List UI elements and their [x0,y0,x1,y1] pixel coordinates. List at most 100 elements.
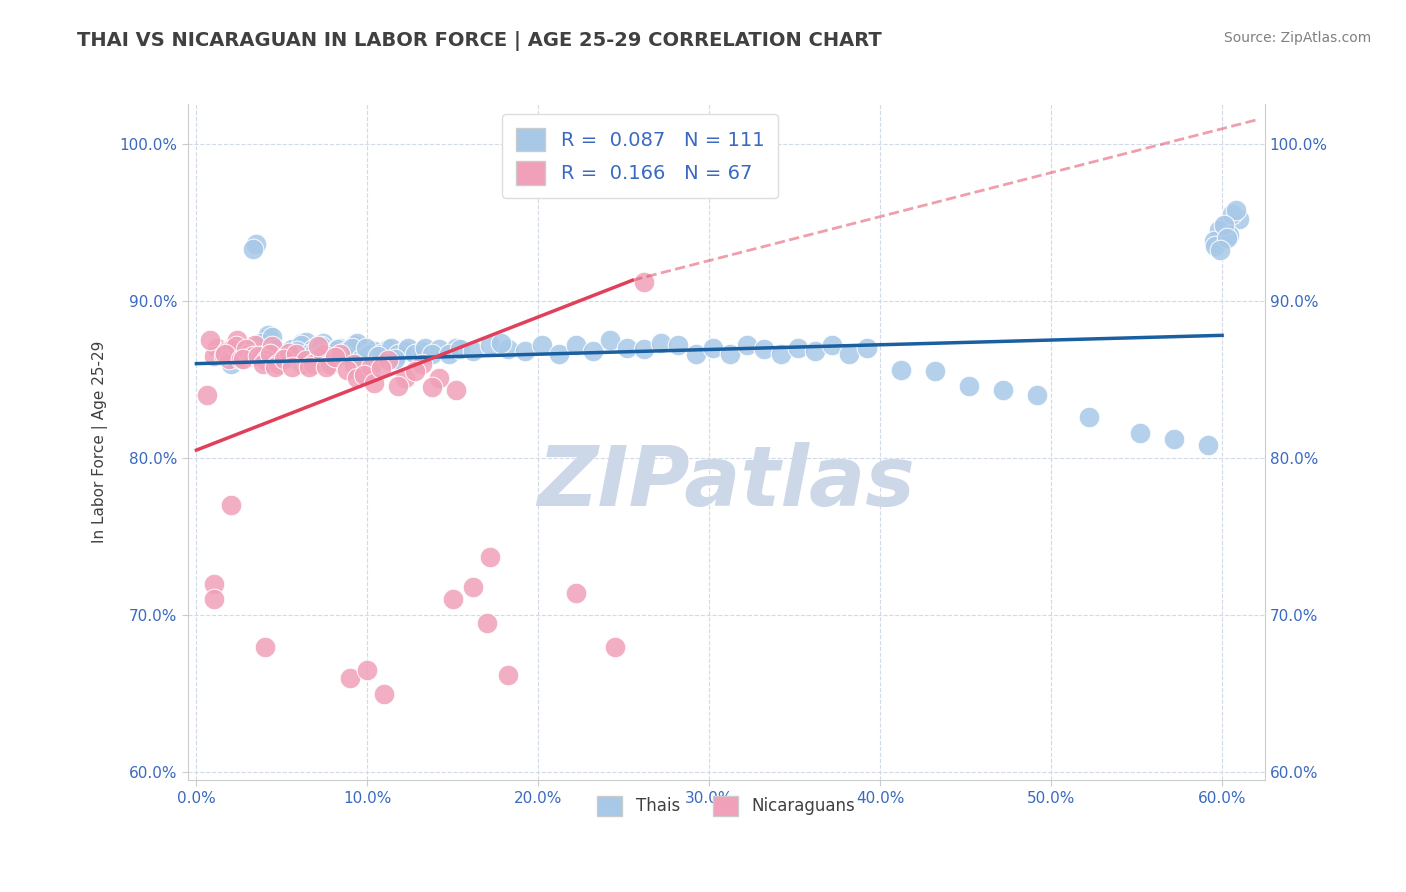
Point [890,363,912,377]
Point [329,341,352,355]
Point [291,336,314,351]
Point [1225,202,1247,217]
Point [446,384,468,398]
Point [605,640,627,654]
Point [238,347,260,361]
Point [1026,388,1049,402]
Y-axis label: In Labor Force | Age 25-29: In Labor Force | Age 25-29 [93,341,108,543]
Point [821,338,844,352]
Point [329,347,352,361]
Point [205,341,228,355]
Point [229,351,252,366]
Point [349,351,371,366]
Point [446,341,468,355]
Point [232,351,254,366]
Point [616,341,638,355]
Point [267,357,290,371]
Point [250,336,273,351]
Point [718,347,741,361]
Point [284,341,307,355]
Point [315,349,337,363]
Point [838,347,860,361]
Point [319,357,342,371]
Point [295,334,318,349]
Point [513,344,536,359]
Legend: Thais, Nicaraguans: Thais, Nicaraguans [591,789,862,822]
Point [420,380,443,394]
Point [257,328,280,343]
Point [285,344,308,359]
Point [370,347,392,361]
Point [198,333,221,347]
Point [496,668,519,682]
Point [298,347,321,361]
Point [274,351,297,365]
Point [363,344,385,359]
Point [257,345,280,359]
Point [633,275,655,289]
Point [787,341,810,355]
Point [301,343,323,357]
Point [281,359,304,374]
Point [1204,238,1226,252]
Point [441,592,464,607]
Point [240,344,263,359]
Point [394,344,416,359]
Point [219,498,242,512]
Point [463,344,485,359]
Point [479,338,502,352]
Point [735,338,758,352]
Point [804,344,827,359]
Point [565,586,588,600]
Point [380,341,402,355]
Point [420,347,443,361]
Point [1209,244,1232,258]
Point [411,357,433,371]
Point [336,344,359,359]
Point [233,349,256,363]
Point [274,351,297,365]
Point [633,343,655,357]
Point [242,349,264,363]
Point [312,347,335,361]
Point [267,344,290,359]
Point [770,347,793,361]
Point [346,371,368,385]
Point [298,359,321,374]
Point [565,338,588,352]
Point [1163,432,1185,446]
Text: THAI VS NICARAGUAN IN LABOR FORCE | AGE 25-29 CORRELATION CHART: THAI VS NICARAGUAN IN LABOR FORCE | AGE … [77,31,882,51]
Point [387,378,409,392]
Point [281,343,304,357]
Point [235,343,257,357]
Point [427,371,450,385]
Point [269,351,291,366]
Text: ZIPatlas: ZIPatlas [537,442,915,524]
Point [212,349,235,363]
Point [339,671,361,685]
Point [360,359,382,374]
Point [356,663,378,677]
Point [650,336,672,351]
Point [404,364,426,378]
Point [260,330,283,344]
Point [377,343,399,357]
Point [752,343,775,357]
Point [387,347,409,361]
Point [1202,234,1225,248]
Point [256,353,278,368]
Point [250,351,273,365]
Point [343,338,366,352]
Point [530,338,553,352]
Point [396,341,419,355]
Point [217,344,239,359]
Point [295,353,318,368]
Point [394,371,416,385]
Point [252,357,274,371]
Point [340,341,363,355]
Point [315,359,337,374]
Point [855,341,877,355]
Point [226,333,249,347]
Point [957,378,980,392]
Point [323,351,346,365]
